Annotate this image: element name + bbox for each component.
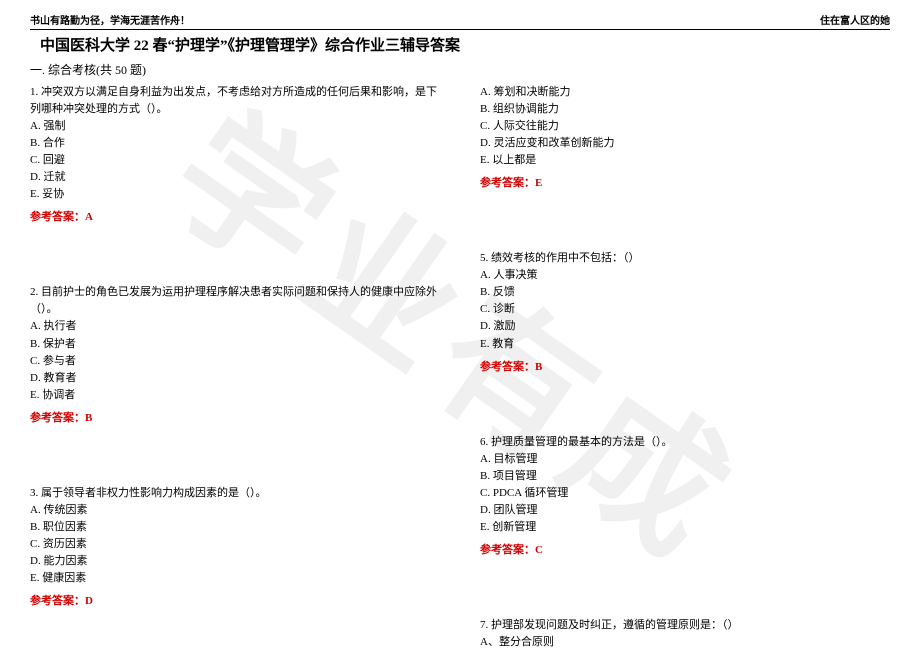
- q3-opt-b: B. 职位因素: [30, 519, 440, 536]
- q4-opt-a: A. 筹划和决断能力: [480, 84, 890, 101]
- page-container: 书山有路勤为径，学海无涯苦作舟！ 住在富人区的她 中国医科大学 22 春“护理学…: [0, 0, 920, 651]
- q5-opt-c: C. 诊断: [480, 301, 890, 318]
- q2-opt-b: B. 保护者: [30, 336, 440, 353]
- right-column: A. 筹划和决断能力 B. 组织协调能力 C. 人际交往能力 D. 灵活应变和改…: [480, 84, 890, 651]
- q1-opt-c: C. 回避: [30, 152, 440, 169]
- q2-opt-c: C. 参与者: [30, 353, 440, 370]
- q4-opt-c: C. 人际交往能力: [480, 118, 890, 135]
- left-column: 1. 冲突双方以满足自身利益为出发点，不考虑给对方所造成的任何后果和影响，是下列…: [30, 84, 440, 651]
- q5-answer: 参考答案：B: [480, 359, 890, 376]
- question-5: 5. 绩效考核的作用中不包括：（） A. 人事决策 B. 反馈 C. 诊断 D.…: [480, 250, 890, 375]
- question-6: 6. 护理质量管理的最基本的方法是（）。 A. 目标管理 B. 项目管理 C. …: [480, 434, 890, 559]
- q6-opt-e: E. 创新管理: [480, 519, 890, 536]
- q5-opt-d: D. 激励: [480, 318, 890, 335]
- q6-opt-a: A. 目标管理: [480, 451, 890, 468]
- q4-opt-d: D. 灵活应变和改革创新能力: [480, 135, 890, 152]
- q6-answer: 参考答案：C: [480, 542, 890, 559]
- q1-stem: 1. 冲突双方以满足自身利益为出发点，不考虑给对方所造成的任何后果和影响，是下列…: [30, 86, 437, 115]
- q4-opt-e: E. 以上都是: [480, 152, 890, 169]
- q3-opt-a: A. 传统因素: [30, 502, 440, 519]
- q6-stem: 6. 护理质量管理的最基本的方法是（）。: [480, 436, 673, 448]
- question-1: 1. 冲突双方以满足自身利益为出发点，不考虑给对方所造成的任何后果和影响，是下列…: [30, 84, 440, 226]
- page-header: 书山有路勤为径，学海无涯苦作舟！ 住在富人区的她: [30, 12, 890, 30]
- q1-answer: 参考答案：A: [30, 209, 440, 226]
- q1-opt-a: A. 强制: [30, 118, 440, 135]
- content-columns: 1. 冲突双方以满足自身利益为出发点，不考虑给对方所造成的任何后果和影响，是下列…: [30, 84, 890, 651]
- q7-opt-a: A、整分合原则: [480, 634, 890, 651]
- q2-opt-d: D. 教育者: [30, 370, 440, 387]
- question-3: 3. 属于领导者非权力性影响力构成因素的是（）。 A. 传统因素 B. 职位因素…: [30, 485, 440, 610]
- q3-opt-c: C. 资历因素: [30, 536, 440, 553]
- q5-opt-e: E. 教育: [480, 336, 890, 353]
- q6-opt-b: B. 项目管理: [480, 468, 890, 485]
- question-2: 2. 目前护士的角色已发展为运用护理程序解决患者实际问题和保持人的健康中应除外（…: [30, 284, 440, 426]
- q4-answer: 参考答案：E: [480, 175, 890, 192]
- q3-stem: 3. 属于领导者非权力性影响力构成因素的是（）。: [30, 487, 267, 499]
- q5-opt-a: A. 人事决策: [480, 267, 890, 284]
- header-left: 书山有路勤为径，学海无涯苦作舟！: [30, 12, 190, 27]
- q2-answer: 参考答案：B: [30, 410, 440, 427]
- q6-opt-c: C. PDCA 循环管理: [480, 485, 890, 502]
- q3-opt-d: D. 能力因素: [30, 553, 440, 570]
- q3-opt-e: E. 健康因素: [30, 570, 440, 587]
- q7-stem: 7. 护理部发现问题及时纠正，遵循的管理原则是：（）: [480, 619, 739, 631]
- q2-opt-e: E. 协调者: [30, 387, 440, 404]
- q1-opt-d: D. 迁就: [30, 169, 440, 186]
- q5-opt-b: B. 反馈: [480, 284, 890, 301]
- page-title: 中国医科大学 22 春“护理学”《护理管理学》综合作业三辅导答案: [40, 34, 890, 55]
- q2-opt-a: A. 执行者: [30, 318, 440, 335]
- section-title: 一. 综合考核(共 50 题): [30, 61, 890, 78]
- q1-opt-e: E. 妥协: [30, 186, 440, 203]
- q4-opt-b: B. 组织协调能力: [480, 101, 890, 118]
- question-7: 7. 护理部发现问题及时纠正，遵循的管理原则是：（） A、整分合原则 B、能级原…: [480, 617, 890, 651]
- q5-stem: 5. 绩效考核的作用中不包括：（）: [480, 252, 640, 264]
- q3-answer: 参考答案：D: [30, 593, 440, 610]
- header-right: 住在富人区的她: [820, 12, 890, 27]
- q2-stem: 2. 目前护士的角色已发展为运用护理程序解决患者实际问题和保持人的健康中应除外（…: [30, 286, 437, 315]
- q1-opt-b: B. 合作: [30, 135, 440, 152]
- q6-opt-d: D. 团队管理: [480, 502, 890, 519]
- question-4-options: A. 筹划和决断能力 B. 组织协调能力 C. 人际交往能力 D. 灵活应变和改…: [480, 84, 890, 192]
